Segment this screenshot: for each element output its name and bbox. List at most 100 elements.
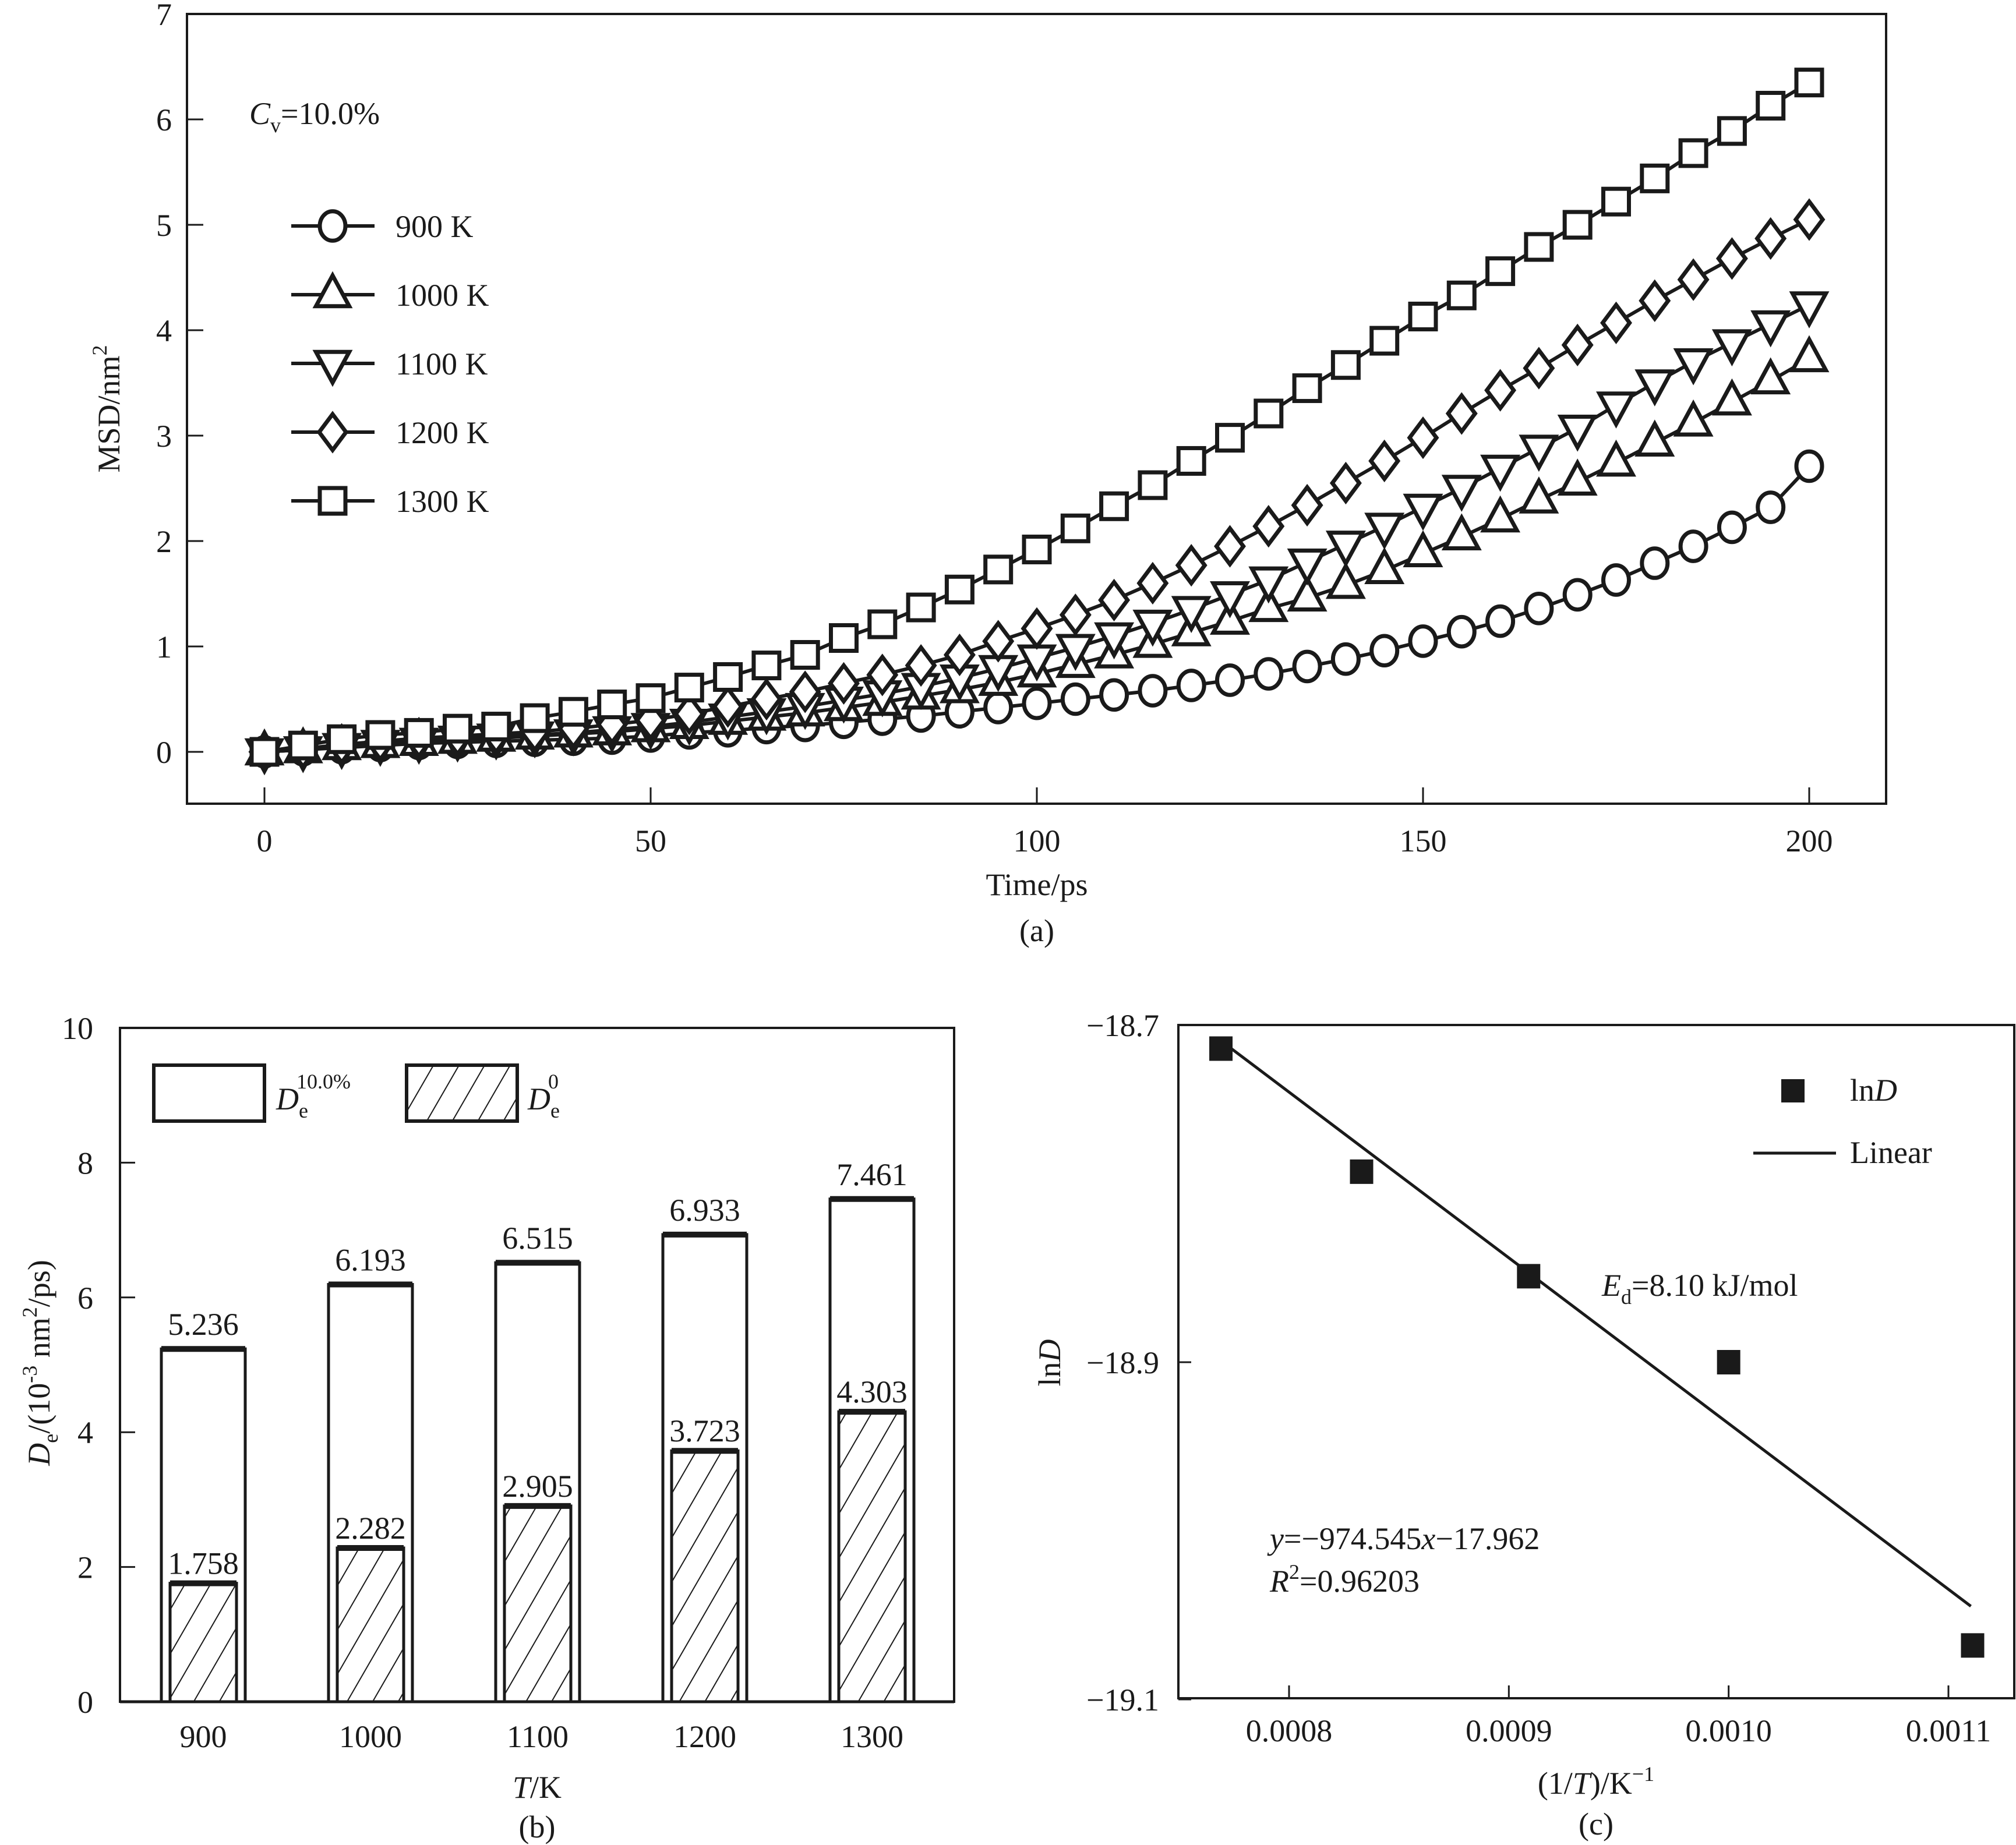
panel-b-bar-chart: 5.236 1.758 6.193 2.282 6.515 2.905 6.933 3.723… — [18, 1011, 955, 1844]
panel-a-label: (a) — [1019, 913, 1054, 948]
data-point-triangle-down — [1480, 454, 1521, 492]
data-point-square — [829, 623, 859, 653]
data-point-square — [1215, 423, 1245, 453]
legend-item: 1100 K — [291, 347, 488, 387]
panel-b-legend: De10.0% De0 — [152, 1063, 560, 1123]
data-point-square — [983, 554, 1014, 585]
data-point-triangle-down — [1673, 348, 1714, 386]
data-point-diamond — [1329, 461, 1362, 505]
x-tick-label: 150 — [1400, 823, 1447, 858]
data-point-square — [1717, 116, 1747, 146]
data-point-triangle-up — [1325, 561, 1366, 599]
data-point-triangle-down — [1441, 475, 1482, 512]
data-point-triangle-down — [1750, 310, 1791, 348]
bar-value-label: 6.193 — [335, 1242, 406, 1277]
y-tick-label: 6 — [77, 1281, 93, 1316]
data-point-square — [558, 697, 588, 727]
data-point-diamond — [1639, 279, 1671, 322]
data-point-triangle-down — [1364, 512, 1405, 550]
data-point-diamond — [1715, 237, 1748, 280]
panel-a-x-ticks: 0 50 100 150 200 — [257, 787, 1833, 858]
data-point-diamond — [1445, 392, 1478, 435]
y-tick-label: 4 — [156, 313, 172, 348]
panel-c-x-ticks: 0.0008 0.0009 0.0010 0.0011 — [1246, 1685, 1992, 1748]
data-point-circle — [1408, 624, 1438, 658]
data-point-circle — [1756, 490, 1786, 524]
x-tick-label: 200 — [1786, 823, 1833, 858]
data-point-lnd — [1961, 1633, 1985, 1658]
data-point-square — [1292, 373, 1322, 404]
data-point-circle — [1524, 592, 1554, 625]
data-point-square — [1099, 491, 1129, 521]
data-point-triangle-down — [1403, 493, 1443, 531]
bar-value-label: 7.461 — [836, 1157, 908, 1192]
data-point-triangle-up — [1441, 513, 1482, 551]
bar-value-label: 3.723 — [669, 1413, 740, 1448]
data-point-circle — [1640, 546, 1670, 580]
fit-equation: y=−974.545x−17.962 — [1267, 1521, 1540, 1556]
data-point-triangle-up — [1634, 419, 1675, 457]
panel-b-label: (b) — [519, 1809, 556, 1844]
data-point-diamond — [750, 677, 783, 721]
data-point-circle — [1254, 657, 1284, 691]
data-point-triangle-down — [1557, 415, 1598, 452]
data-point-diamond — [905, 644, 937, 687]
data-point-diamond — [1175, 543, 1208, 587]
panel-c-label: (c) — [1579, 1807, 1613, 1842]
panel-a-msd-chart: 0 1 2 3 4 5 6 7 0 50 100 150 200 MSD/nm2 Time/ps (a… — [88, 0, 1887, 948]
data-point-diamond — [712, 685, 744, 728]
panel-a-y-ticks: 0 1 2 3 4 5 6 7 — [156, 0, 203, 770]
bar-value-label: 6.515 — [502, 1221, 573, 1256]
circle-icon — [317, 209, 348, 243]
data-point-square — [1446, 280, 1477, 310]
square-icon — [317, 486, 348, 516]
bar-value-label: 6.933 — [669, 1193, 740, 1228]
data-point-circle — [1794, 449, 1824, 483]
x-tick-label: 0.0009 — [1466, 1713, 1552, 1748]
x-tick-label: 0.0011 — [1906, 1713, 1992, 1748]
bar-de-0 — [336, 1546, 405, 1703]
data-point-triangle-down — [1325, 531, 1366, 568]
data-point-lnd — [1350, 1159, 1374, 1184]
data-point-square — [520, 703, 550, 733]
data-point-triangle-down — [1789, 291, 1830, 328]
y-tick-label: 3 — [156, 419, 172, 454]
bar-value-label: 5.236 — [168, 1307, 239, 1342]
y-tick-label: −19.1 — [1086, 1683, 1159, 1717]
data-point-square — [404, 718, 434, 748]
panel-a-concentration-annotation: Cv=10.0% — [249, 96, 380, 137]
y-tick-label: −18.9 — [1086, 1345, 1159, 1380]
x-tick-label: 900 — [180, 1719, 227, 1754]
data-point-square — [1601, 186, 1631, 217]
bar-value-label: 2.282 — [335, 1511, 406, 1546]
data-point-triangle-down — [1132, 609, 1173, 647]
panel-b-x-ticks: 900 1000 1100 1200 1300 — [180, 1719, 904, 1754]
data-point-circle — [1678, 529, 1708, 563]
data-point-circle — [1022, 686, 1052, 720]
data-point-triangle-down — [1248, 566, 1289, 604]
triangle-up-icon — [312, 271, 353, 309]
data-point-diamond — [1484, 369, 1517, 412]
data-point-diamond — [673, 692, 705, 736]
data-point-triangle-down — [1094, 622, 1135, 660]
data-point-circle — [1215, 663, 1245, 697]
legend-item: 1200 K — [291, 411, 489, 454]
x-tick-label: 1000 — [339, 1719, 402, 1754]
legend-label-lnd: lnD — [1850, 1073, 1897, 1108]
legend-label-linear: Linear — [1850, 1135, 1932, 1170]
panel-a-legend: 900 K 1000 K 1100 K 1200 K 1300 K — [291, 209, 489, 519]
panel-c-y-ticks: −18.7 −18.9 −19.1 — [1086, 1008, 1191, 1717]
data-point-triangle-down — [1287, 548, 1327, 586]
data-point-diamond — [1021, 607, 1053, 650]
panel-c-arrhenius-chart: −18.7 −18.9 −19.1 0.0008 0.0009 0.0010 0.0011… — [1032, 1008, 2015, 1842]
data-point-square — [1138, 470, 1168, 500]
data-point-circle — [1176, 669, 1206, 702]
legend-swatch-de-10pct — [152, 1063, 266, 1123]
data-point-triangle-up — [1248, 585, 1289, 623]
data-point-triangle-down — [1634, 369, 1675, 407]
x-tick-label: 1300 — [841, 1719, 903, 1754]
y-tick-label: 2 — [77, 1550, 93, 1585]
linear-fit-line — [1224, 1043, 1972, 1607]
panel-a-series — [244, 68, 1830, 776]
data-point-diamond — [1793, 198, 1826, 241]
